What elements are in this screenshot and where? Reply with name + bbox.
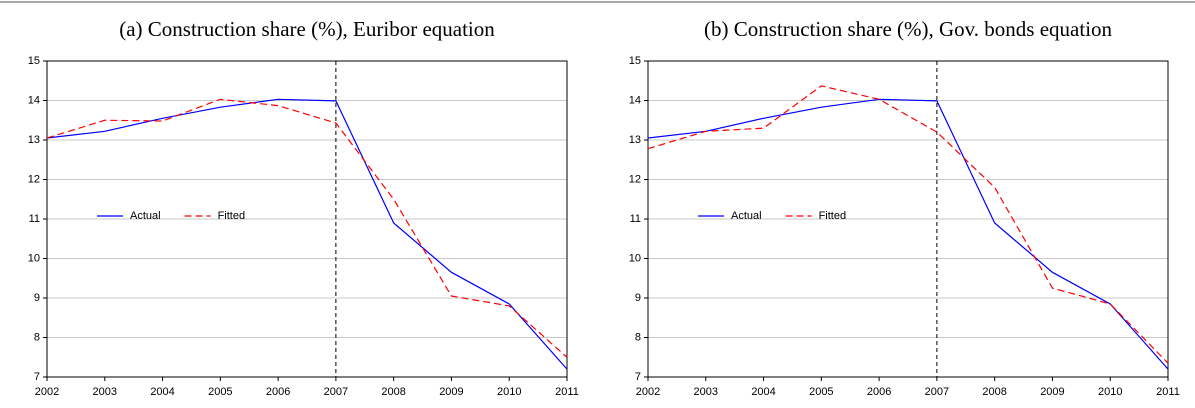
legend-label: Actual xyxy=(130,210,161,222)
x-tick-label: 2003 xyxy=(93,386,117,398)
x-tick-label: 2008 xyxy=(381,386,405,398)
data-line xyxy=(647,98,1169,370)
x-tick-label: 2002 xyxy=(35,386,59,398)
x-tick-label: 2009 xyxy=(439,386,463,398)
y-tick-label: 14 xyxy=(28,94,40,106)
data-line xyxy=(46,98,568,370)
y-tick-label: 11 xyxy=(630,213,641,225)
y-tick-label: 9 xyxy=(635,292,641,304)
y-tick-label: 10 xyxy=(28,252,40,264)
x-tick-label: 2002 xyxy=(636,386,660,398)
y-tick-label: 13 xyxy=(629,134,641,146)
legend-label: Fitted xyxy=(819,210,847,222)
y-tick-label: 8 xyxy=(635,331,641,343)
x-tick-label: 2011 xyxy=(1156,386,1180,398)
x-tick-label: 2010 xyxy=(497,386,521,398)
x-tick-label: 2005 xyxy=(208,386,232,398)
legend-label: Actual xyxy=(731,210,762,222)
x-tick-label: 2007 xyxy=(324,386,348,398)
plot-frame xyxy=(46,60,568,378)
y-tick-label: 12 xyxy=(28,173,40,185)
x-tick-label: 2007 xyxy=(925,386,949,398)
x-tick-label: 2008 xyxy=(982,386,1006,398)
x-tick-label: 2003 xyxy=(694,386,718,398)
x-tick-label: 2006 xyxy=(266,386,290,398)
plot-frame xyxy=(647,60,1169,378)
x-tick-label: 2009 xyxy=(1040,386,1064,398)
x-tick-label: 2004 xyxy=(751,386,775,398)
y-tick-label: 10 xyxy=(629,252,641,264)
y-tick-label: 7 xyxy=(635,371,641,383)
y-tick-label: 15 xyxy=(629,55,641,67)
x-tick-label: 2011 xyxy=(555,386,579,398)
y-tick-label: 15 xyxy=(28,55,40,67)
y-tick-label: 8 xyxy=(34,331,40,343)
y-tick-label: 7 xyxy=(34,371,40,383)
data-line xyxy=(46,98,568,358)
y-tick-label: 9 xyxy=(34,292,40,304)
data-line xyxy=(647,85,1169,364)
x-tick-label: 2005 xyxy=(809,386,833,398)
x-tick-label: 2006 xyxy=(867,386,891,398)
x-tick-label: 2010 xyxy=(1098,386,1122,398)
y-tick-label: 14 xyxy=(629,94,641,106)
y-tick-label: 11 xyxy=(29,213,40,225)
chart-title: (a) Construction share (%), Euribor equa… xyxy=(119,17,495,41)
x-tick-label: 2004 xyxy=(150,386,174,398)
y-tick-label: 12 xyxy=(629,173,641,185)
chart-title: (b) Construction share (%), Gov. bonds e… xyxy=(704,17,1113,41)
y-tick-label: 13 xyxy=(28,134,40,146)
legend-label: Fitted xyxy=(218,210,246,222)
